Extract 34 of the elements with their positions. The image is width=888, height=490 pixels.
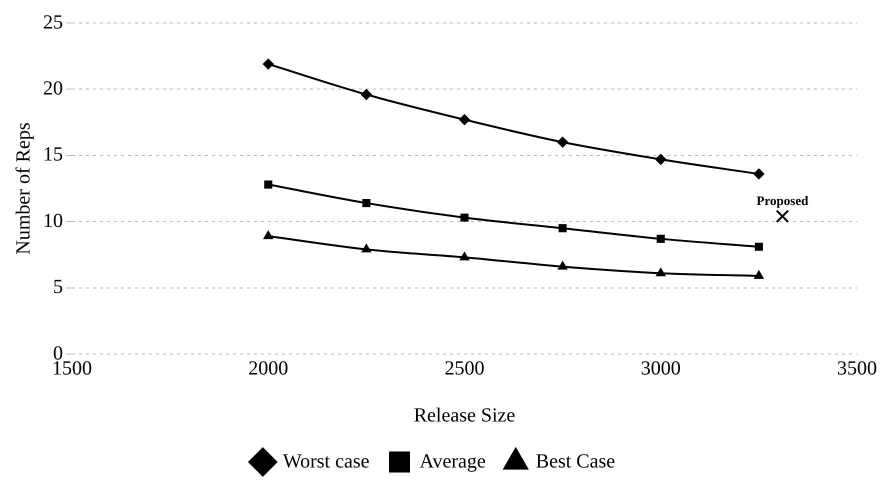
legend-label: Best Case bbox=[536, 450, 616, 472]
legend-label: Average bbox=[420, 450, 486, 472]
x-tick-label: 3000 bbox=[640, 357, 681, 380]
y-tick-label: 15 bbox=[43, 144, 63, 166]
y-axis-title: Number of Reps bbox=[12, 122, 34, 255]
annotation: Proposed bbox=[756, 193, 810, 208]
point bbox=[754, 242, 763, 251]
point bbox=[754, 270, 764, 279]
point bbox=[362, 199, 370, 208]
point bbox=[558, 261, 568, 270]
legend-label: Worst case bbox=[282, 450, 370, 472]
point bbox=[655, 154, 666, 165]
point bbox=[753, 168, 764, 180]
y-tick-label: 5 bbox=[53, 276, 63, 298]
point bbox=[263, 230, 274, 240]
point bbox=[459, 114, 470, 126]
point bbox=[460, 214, 469, 222]
point bbox=[656, 268, 666, 276]
x-tick-label: 2000 bbox=[248, 357, 288, 380]
y-tick-label: 25 bbox=[43, 11, 63, 34]
point bbox=[558, 224, 567, 232]
point bbox=[264, 180, 272, 189]
point bbox=[360, 88, 372, 100]
point bbox=[557, 136, 568, 148]
point bbox=[776, 210, 790, 223]
point bbox=[362, 244, 372, 252]
point bbox=[262, 58, 274, 70]
x-axis-title: Release Size bbox=[414, 404, 516, 426]
y-tick-label: 10 bbox=[43, 210, 63, 232]
point bbox=[656, 234, 665, 243]
y-tick-label: 20 bbox=[43, 77, 63, 100]
x-tick-label: 2500 bbox=[444, 357, 484, 380]
point bbox=[460, 252, 470, 260]
x-tick-label: 3500 bbox=[837, 357, 877, 380]
